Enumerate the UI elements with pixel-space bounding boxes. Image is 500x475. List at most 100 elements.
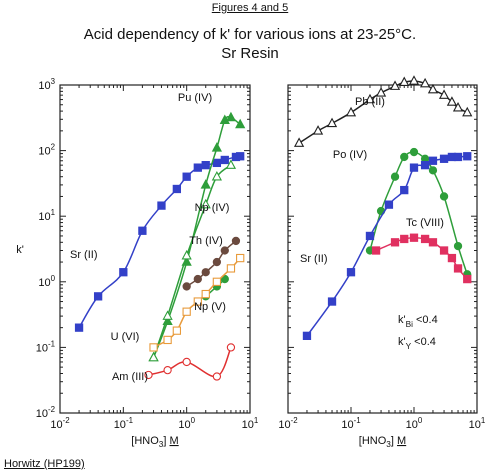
- left-annotation-np-v: Np (V): [194, 301, 226, 313]
- series-line: [369, 151, 468, 275]
- data-point: [74, 323, 84, 332]
- data-point: [399, 76, 410, 87]
- chart-subtitle: Sr Resin: [221, 45, 279, 62]
- data-point: [438, 89, 450, 99]
- data-point: [220, 246, 229, 255]
- left-series-am-iii: [144, 343, 236, 381]
- data-point: [212, 158, 222, 168]
- data-point: [149, 343, 158, 352]
- data-point: [390, 172, 400, 181]
- data-point: [400, 234, 409, 244]
- data-point: [326, 117, 338, 128]
- data-point: [200, 179, 211, 189]
- data-point: [420, 161, 430, 170]
- data-point: [225, 111, 237, 122]
- data-point: [447, 253, 457, 263]
- right-plot-frame: [287, 84, 478, 414]
- data-point: [419, 77, 431, 88]
- data-point: [462, 106, 473, 117]
- data-point: [453, 152, 463, 162]
- data-point: [182, 307, 191, 316]
- right-annotation-po-iv: Po (IV): [333, 149, 367, 161]
- left-y-tick-label: 102: [38, 143, 55, 158]
- data-point: [162, 310, 173, 320]
- left-annotation-sr-ii: Sr (II): [70, 249, 98, 261]
- data-point: [163, 365, 172, 375]
- left-y-tick-label: 10-1: [36, 339, 56, 354]
- data-point: [225, 159, 237, 169]
- data-point: [236, 152, 245, 161]
- data-point: [463, 274, 472, 284]
- left-y-tick-label: 100: [38, 274, 55, 289]
- data-point: [409, 147, 419, 157]
- data-point: [346, 268, 356, 277]
- data-point: [439, 246, 449, 255]
- data-point: [172, 326, 182, 335]
- data-point: [420, 234, 430, 244]
- data-point: [212, 257, 222, 267]
- data-point: [212, 277, 222, 286]
- data-point: [463, 152, 472, 161]
- data-point: [408, 75, 420, 85]
- right-series-po-iv: [365, 147, 472, 279]
- data-point: [212, 372, 222, 381]
- data-point: [201, 161, 210, 170]
- left-y-axis-label: k': [16, 244, 24, 256]
- left-series-sr-ii: [74, 152, 245, 332]
- data-point: [226, 264, 236, 273]
- data-point: [235, 118, 246, 129]
- left-x-tick-label: 101: [242, 416, 259, 431]
- right-x-tick-label: 101: [469, 416, 486, 431]
- left-y-tick-label: 103: [38, 77, 55, 92]
- data-point: [200, 198, 211, 209]
- data-point: [345, 106, 357, 117]
- series-line: [298, 80, 468, 144]
- left-x-tick-label: 100: [178, 416, 195, 431]
- data-point: [119, 268, 128, 277]
- data-point: [138, 226, 147, 235]
- data-point: [439, 154, 449, 163]
- data-point: [201, 268, 210, 277]
- figure-reference: Figures 4 and 5: [211, 2, 289, 14]
- data-point: [193, 274, 202, 284]
- data-point: [428, 238, 438, 247]
- chart-title: Acid dependency of k' for various ions a…: [83, 26, 417, 43]
- left-annotation-th-iv: Th (IV): [189, 235, 223, 247]
- data-point: [182, 357, 191, 367]
- left-annotation-np-iv: Np (IV): [195, 202, 230, 214]
- right-series-pb-ii: [293, 75, 473, 147]
- data-point: [226, 343, 236, 352]
- right-annotation-tc-viii: Tc (VIII): [406, 217, 444, 229]
- data-point: [201, 289, 210, 299]
- data-point: [390, 238, 400, 247]
- data-point: [312, 125, 324, 135]
- data-point: [439, 192, 449, 201]
- data-point: [400, 152, 409, 162]
- left-y-tick-label: 10-2: [36, 405, 55, 420]
- data-point: [220, 274, 229, 284]
- right-series-sr-ii: [302, 152, 472, 340]
- data-point: [452, 101, 464, 112]
- left-y-tick-label: 101: [38, 208, 55, 223]
- left-x-tick-label: 10-2: [50, 416, 69, 431]
- right-x-axis-label: [HNO3] M: [359, 435, 406, 449]
- right-annotation-k-bi-0-4: k'Bi <0.4: [398, 314, 438, 329]
- data-point: [302, 331, 312, 340]
- data-point: [428, 156, 438, 165]
- data-point: [453, 241, 463, 251]
- data-point: [211, 170, 223, 181]
- data-point: [182, 282, 191, 291]
- data-point: [211, 142, 223, 152]
- left-annotation-pu-iv: Pu (IV): [178, 92, 212, 104]
- data-point: [144, 370, 153, 380]
- right-annotation-sr-ii: Sr (II): [300, 253, 328, 265]
- right-x-tick-label: 10-2: [278, 416, 297, 431]
- left-series-np-iv: [148, 159, 237, 362]
- data-point: [220, 155, 229, 165]
- data-point: [409, 163, 419, 172]
- right-x-tick-label: 100: [406, 416, 423, 431]
- data-point: [365, 231, 375, 241]
- data-point: [427, 83, 439, 94]
- right-annotation-k-y-0-4: k'Y <0.4: [398, 336, 436, 351]
